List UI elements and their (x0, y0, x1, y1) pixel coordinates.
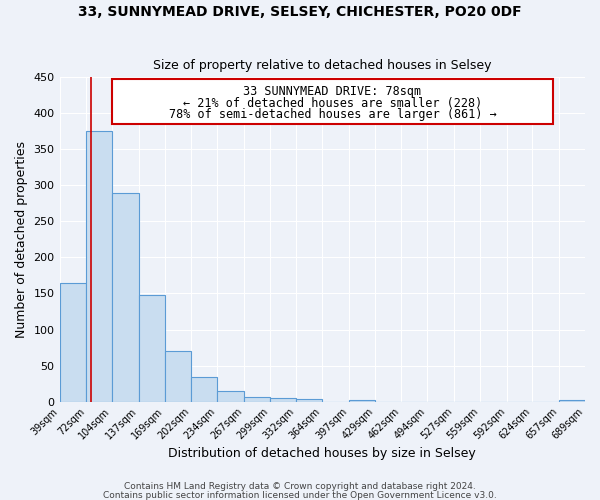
Bar (59, 282, 86, 402)
Text: Contains public sector information licensed under the Open Government Licence v3: Contains public sector information licen… (103, 490, 497, 500)
X-axis label: Distribution of detached houses by size in Selsey: Distribution of detached houses by size … (169, 447, 476, 460)
Bar (559, 400, 585, 402)
Text: 33, SUNNYMEAD DRIVE, SELSEY, CHICHESTER, PO20 0DF: 33, SUNNYMEAD DRIVE, SELSEY, CHICHESTER,… (78, 5, 522, 19)
Bar (86, 132, 112, 402)
Bar (244, 398, 270, 402)
Bar (349, 400, 375, 402)
Title: Size of property relative to detached houses in Selsey: Size of property relative to detached ho… (153, 59, 491, 72)
Text: Contains HM Land Registry data © Crown copyright and database right 2024.: Contains HM Land Registry data © Crown c… (124, 482, 476, 491)
Bar (139, 295, 164, 402)
Bar (296, 400, 322, 402)
Bar (217, 391, 244, 402)
Bar (112, 80, 553, 124)
Bar (164, 351, 191, 402)
Text: 33 SUNNYMEAD DRIVE: 78sqm: 33 SUNNYMEAD DRIVE: 78sqm (244, 86, 421, 98)
Bar (112, 192, 139, 402)
Text: ← 21% of detached houses are smaller (228): ← 21% of detached houses are smaller (22… (183, 97, 482, 110)
Text: 78% of semi-detached houses are larger (861) →: 78% of semi-detached houses are larger (… (169, 108, 496, 122)
Bar (191, 377, 217, 402)
Bar (270, 398, 296, 402)
Y-axis label: Number of detached properties: Number of detached properties (15, 141, 28, 338)
